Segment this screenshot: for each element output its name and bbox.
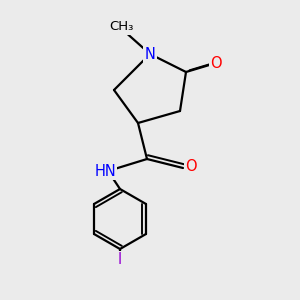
Text: I: I bbox=[118, 252, 122, 267]
Text: HN: HN bbox=[94, 164, 116, 178]
Text: O: O bbox=[210, 56, 222, 70]
Text: N: N bbox=[145, 46, 155, 62]
Text: O: O bbox=[186, 159, 197, 174]
Text: CH₃: CH₃ bbox=[109, 20, 134, 34]
